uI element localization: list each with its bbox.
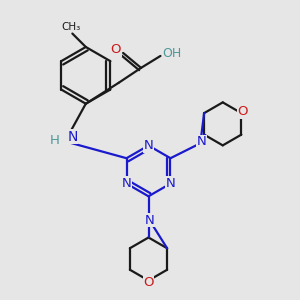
Text: OH: OH	[162, 47, 182, 60]
Text: N: N	[197, 135, 207, 148]
Text: CH₃: CH₃	[61, 22, 80, 32]
Text: O: O	[238, 105, 248, 118]
Text: O: O	[110, 44, 121, 56]
Text: N: N	[144, 139, 153, 152]
Text: N: N	[166, 177, 176, 190]
Text: H: H	[50, 134, 59, 147]
Text: N: N	[122, 177, 131, 190]
Text: N: N	[67, 130, 77, 144]
Text: O: O	[143, 276, 154, 290]
Text: N: N	[145, 214, 155, 227]
